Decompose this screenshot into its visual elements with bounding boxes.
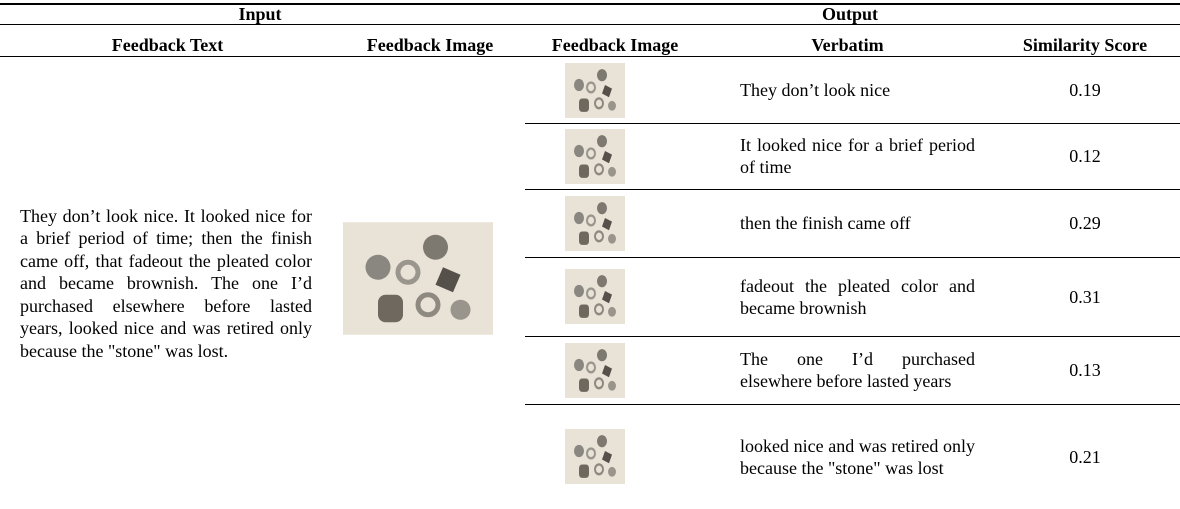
column-header: Feedback Text [111, 35, 224, 55]
verbatim-cell: They don’t look nice [740, 57, 975, 123]
feedback-thumbnail [565, 195, 625, 251]
verbatim: They don’t look nice [740, 80, 891, 100]
verbatim: fadeout the pleated color and became bro… [740, 275, 975, 318]
feedback-image [343, 222, 493, 335]
mid-rule [0, 24, 1180, 25]
feedback-text: They don’t look nice. It looked nice for… [20, 58, 312, 509]
group-header: Output [821, 4, 879, 24]
feedback-thumbnail [565, 269, 625, 324]
row-rule [525, 257, 1180, 258]
verbatim: It looked nice for a brief period of tim… [740, 135, 975, 177]
similarity-score: 0.21 [1069, 446, 1101, 467]
row-rule [525, 336, 1180, 337]
column-header: Feedback Image [366, 35, 494, 55]
similarity-score: 0.19 [1069, 80, 1101, 100]
column-header: Verbatim [811, 35, 884, 55]
feedback-thumbnail [565, 62, 625, 118]
column-header: Similarity Score [1022, 35, 1148, 55]
row-rule [525, 404, 1180, 405]
top-rule [0, 3, 1180, 5]
verbatim-cell: It looked nice for a brief period of tim… [740, 123, 975, 189]
row-rule [525, 189, 1180, 190]
column-header: Feedback Image [551, 35, 679, 55]
similarity-score: 0.31 [1069, 286, 1101, 307]
feedback-thumbnail [565, 128, 625, 184]
verbatim-cell: then the finish came off [740, 189, 975, 257]
verbatim-cell: looked nice and was retired only because… [740, 404, 975, 509]
feedback-thumbnail [565, 429, 625, 484]
verbatim: then the finish came off [740, 213, 911, 233]
feedback-thumbnail [565, 342, 625, 398]
header-rule [0, 56, 1180, 57]
similarity-score: 0.12 [1069, 146, 1101, 166]
feedback-text-content: They don’t look nice. It looked nice for… [20, 205, 312, 361]
row-rule [525, 123, 1180, 124]
similarity-score: 0.13 [1069, 360, 1101, 380]
group-header: Input [238, 4, 282, 24]
verbatim: The one I’d purchased elsewhere before l… [740, 349, 975, 391]
verbatim-cell: The one I’d purchased elsewhere before l… [740, 336, 975, 404]
verbatim: looked nice and was retired only because… [740, 435, 975, 478]
verbatim-cell: fadeout the pleated color and became bro… [740, 257, 975, 336]
similarity-score: 0.29 [1069, 213, 1101, 233]
